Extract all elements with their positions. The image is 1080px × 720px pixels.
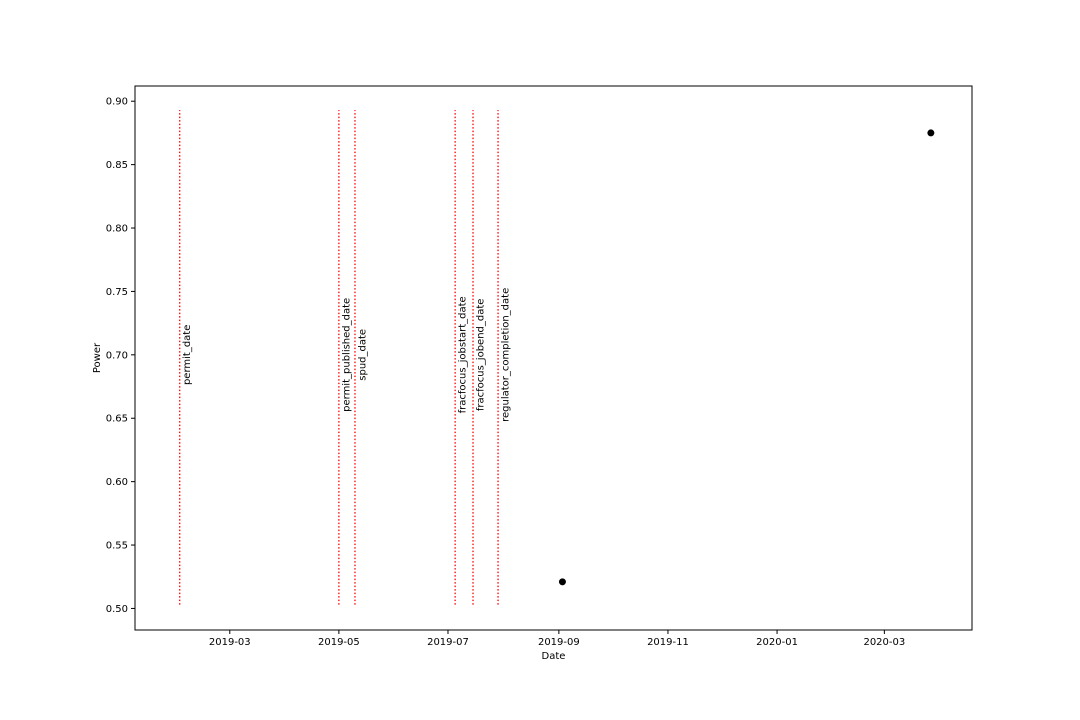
x-tick-label: 2019-03 (209, 637, 251, 648)
event-label-fracfocus_jobend_date: fracfocus_jobend_date (475, 299, 486, 412)
data-point (558, 578, 566, 586)
event-label-permit_date: permit_date (182, 325, 193, 385)
y-tick-label: 0.55 (106, 541, 128, 552)
y-tick-label: 0.50 (106, 604, 128, 615)
data-point (927, 129, 935, 137)
y-tick-label: 0.70 (106, 350, 128, 361)
x-tick-label: 2019-11 (647, 637, 689, 648)
plot-area: permit_date permit_published_date spud_dat… (179, 110, 935, 605)
x-tick-label: 2019-05 (318, 637, 360, 648)
y-tick-label: 0.75 (106, 287, 128, 298)
x-tick-label: 2019-07 (427, 637, 469, 648)
y-tick-label: 0.80 (106, 224, 128, 235)
x-tick-label: 2019-09 (538, 637, 580, 648)
x-tick-label: 2020-03 (863, 637, 905, 648)
y-axis-label: Power (92, 342, 103, 373)
y-tick-label: 0.65 (106, 414, 128, 425)
x-axis-label: Date (542, 651, 566, 662)
event-label-permit_published_date: permit_published_date (341, 298, 352, 412)
x-tick-label: 2020-01 (756, 637, 798, 648)
y-tick-label: 0.85 (106, 160, 128, 171)
event-label-fracfocus_jobstart_date: fracfocus_jobstart_date (458, 296, 469, 413)
y-tick-label: 0.60 (106, 477, 128, 488)
axes-frame (134, 85, 973, 631)
event-label-spud_date: spud_date (357, 329, 368, 381)
event-label-regulator_completion_date: regulator_completion_date (500, 288, 511, 422)
y-tick-label: 0.90 (106, 97, 128, 108)
